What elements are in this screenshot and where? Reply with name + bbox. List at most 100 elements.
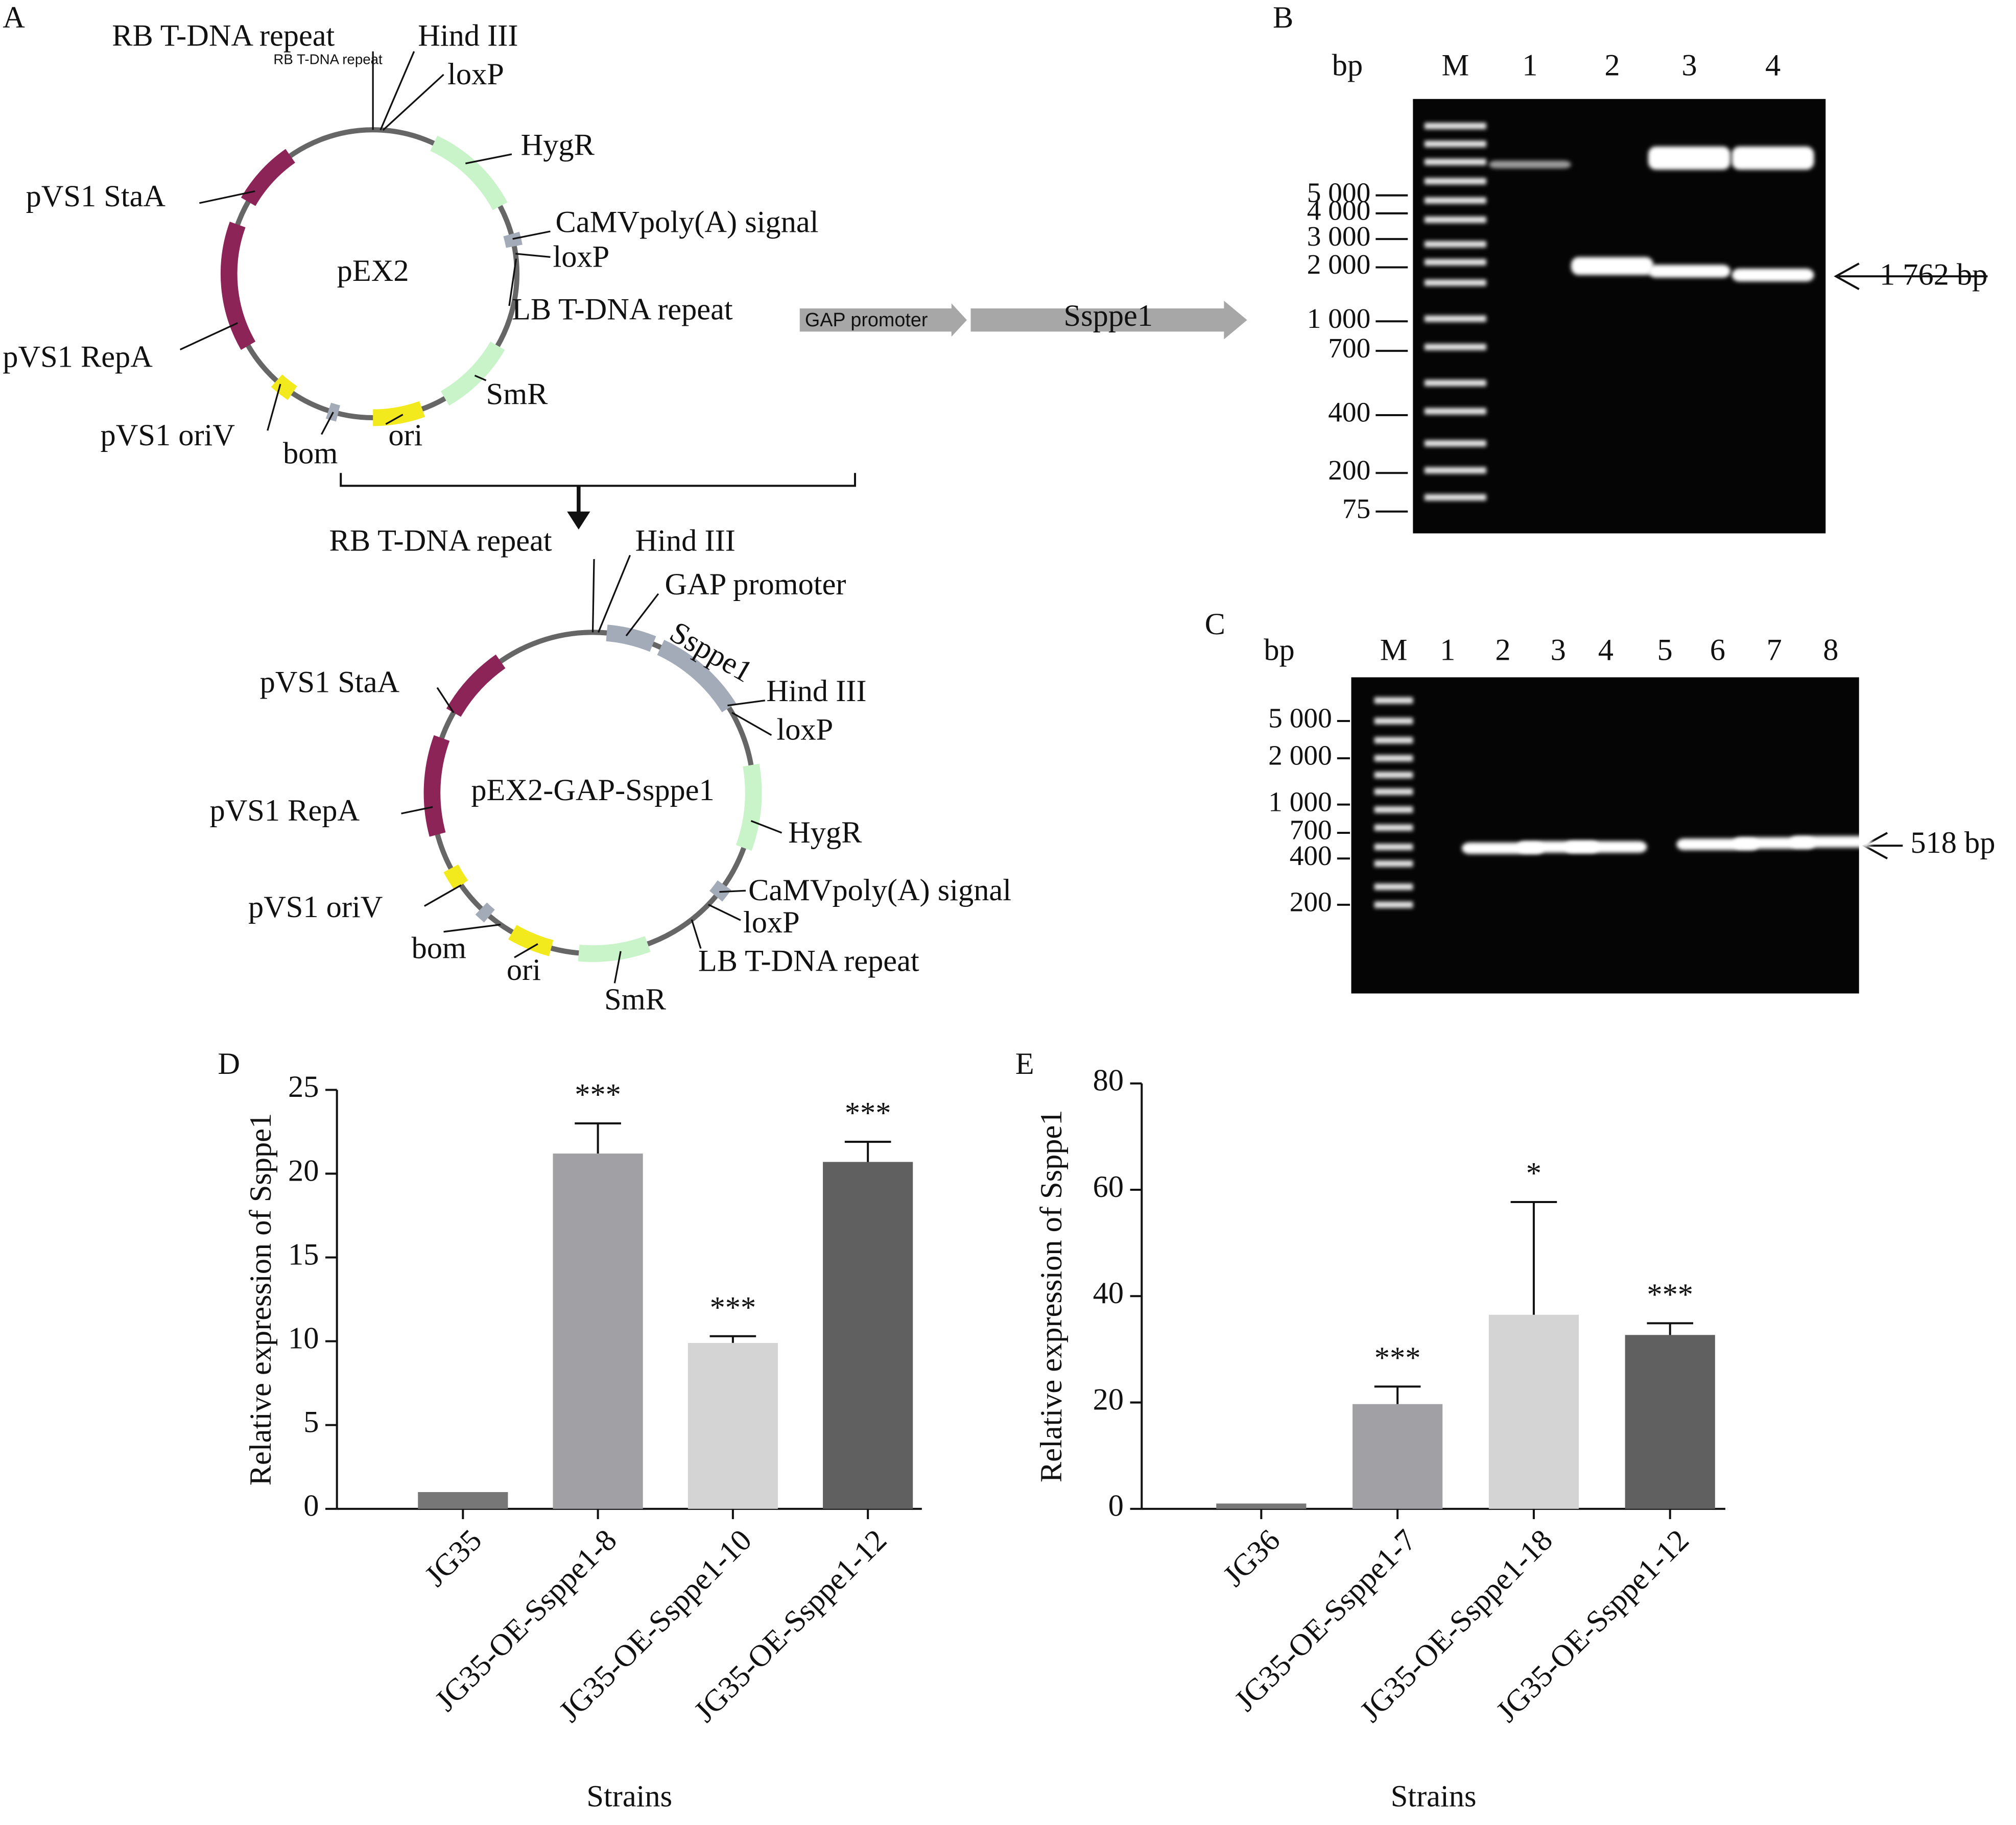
y-axis-label: Relative expression of Ssppe1 [1034, 1110, 1069, 1482]
gel-band [1424, 467, 1486, 474]
plasmid-feature [220, 222, 256, 350]
plasmid-feature [241, 149, 296, 206]
gel-band [1424, 241, 1486, 248]
gel-band [1374, 824, 1413, 831]
ladder-label: 700 [1328, 332, 1370, 364]
panel-label: E [1015, 1047, 1034, 1081]
leader-line [708, 904, 741, 921]
gel-band [1424, 408, 1486, 415]
lane-label: 2 [1604, 48, 1620, 82]
error-bar [844, 1141, 891, 1162]
y-tick-label: 10 [288, 1321, 319, 1355]
gel-band [1374, 697, 1413, 704]
y-tick-label: 80 [1093, 1064, 1124, 1098]
ladder-label: 3 000 [1307, 221, 1371, 252]
gel-band [1424, 315, 1486, 322]
leader-line [512, 230, 551, 240]
feature-label: LB T-DNA repeat [512, 292, 733, 326]
lane-label: 2 [1495, 633, 1510, 667]
feature-label: bom [412, 931, 466, 965]
error-bar [709, 1335, 756, 1343]
significance: *** [1647, 1278, 1693, 1312]
plasmid-feature [423, 735, 450, 837]
feature-label: pVS1 StaA [26, 179, 166, 213]
feature-label: HygR [521, 128, 595, 162]
feature-label: CaMVpoly(A) signal [748, 873, 1011, 907]
plasmid-name: pEX2 [337, 254, 409, 288]
gel-band [1374, 860, 1413, 867]
ladder-label: 400 [1290, 840, 1332, 871]
feature-label: SmR [604, 982, 667, 1017]
lane-label: 3 [1681, 48, 1697, 82]
gel-band [1424, 379, 1486, 387]
plasmid-feature [430, 135, 508, 210]
x-axis-label: Strains [1391, 1780, 1477, 1814]
error-bar [1647, 1322, 1694, 1335]
lane-label: 1 [1522, 48, 1537, 82]
lane-label: M [1380, 633, 1408, 667]
gel-band [1374, 844, 1413, 850]
panel-label: D [218, 1047, 240, 1081]
error-bar [1374, 1385, 1421, 1404]
leader-line [424, 884, 462, 907]
lane-label: 6 [1710, 633, 1725, 667]
gel-band [1424, 259, 1486, 266]
arrow-head [567, 511, 590, 530]
plasmid-feature [606, 625, 656, 652]
leader-line [515, 253, 551, 258]
unit-label: bp [1332, 48, 1363, 82]
plasmid-feature [709, 880, 731, 902]
panel-label: A [3, 1, 25, 35]
plasmid-feature [440, 341, 505, 406]
gel-band [1424, 197, 1486, 204]
y-tick-label: 25 [288, 1070, 319, 1104]
feature-tag: RB T-DNA repeat [273, 52, 383, 67]
leader-line [179, 322, 238, 351]
leader-line [474, 374, 487, 381]
leader-line [436, 687, 455, 713]
gel-band [1374, 755, 1413, 762]
plasmid-feature [443, 864, 468, 890]
band-label: 1 762 bp [1880, 258, 1987, 292]
gel-band [1648, 265, 1730, 278]
gel-band [1424, 158, 1486, 165]
bar [823, 1162, 913, 1509]
x-axis-label: Strains [586, 1780, 672, 1814]
y-axis-label: Relative expression of Ssppe1 [244, 1113, 278, 1486]
feature-label: ori [388, 418, 422, 452]
y-tick-label: 5 [303, 1405, 319, 1439]
gene-label: Ssppe1 [1064, 299, 1153, 333]
error-bar [1510, 1200, 1557, 1315]
leader-line [591, 559, 595, 633]
leader-line [727, 700, 766, 707]
plasmid-feature [446, 654, 506, 717]
leader-line [267, 383, 281, 431]
bar [553, 1154, 643, 1509]
panel-label: C [1205, 607, 1225, 641]
lane-label: 8 [1823, 633, 1838, 667]
leader-line [465, 153, 512, 164]
ladder-label: 400 [1328, 397, 1370, 428]
error-bar [575, 1122, 621, 1154]
leader-line [613, 951, 622, 983]
gel-band [1374, 883, 1413, 890]
feature-label: CaMVpoly(A) signal [556, 205, 819, 239]
ladder-label: 200 [1290, 886, 1332, 918]
leader-line [382, 74, 444, 131]
band-arrow [1862, 832, 1903, 860]
ladder-label: 4 000 [1307, 195, 1371, 226]
gel-c [1351, 677, 1859, 994]
ladder-label: 5 000 [1307, 177, 1371, 208]
bar [1488, 1314, 1579, 1509]
lane-label: 1 [1440, 633, 1455, 667]
gel-band [1648, 146, 1730, 170]
gel-band [1789, 836, 1872, 848]
gel-band [1374, 806, 1413, 813]
bar [418, 1492, 508, 1509]
significance: *** [845, 1096, 891, 1131]
ladder-label: 1 000 [1268, 786, 1332, 817]
gel-band [1424, 217, 1486, 223]
gel-band [1424, 494, 1486, 501]
feature-label: loxP [553, 239, 610, 274]
